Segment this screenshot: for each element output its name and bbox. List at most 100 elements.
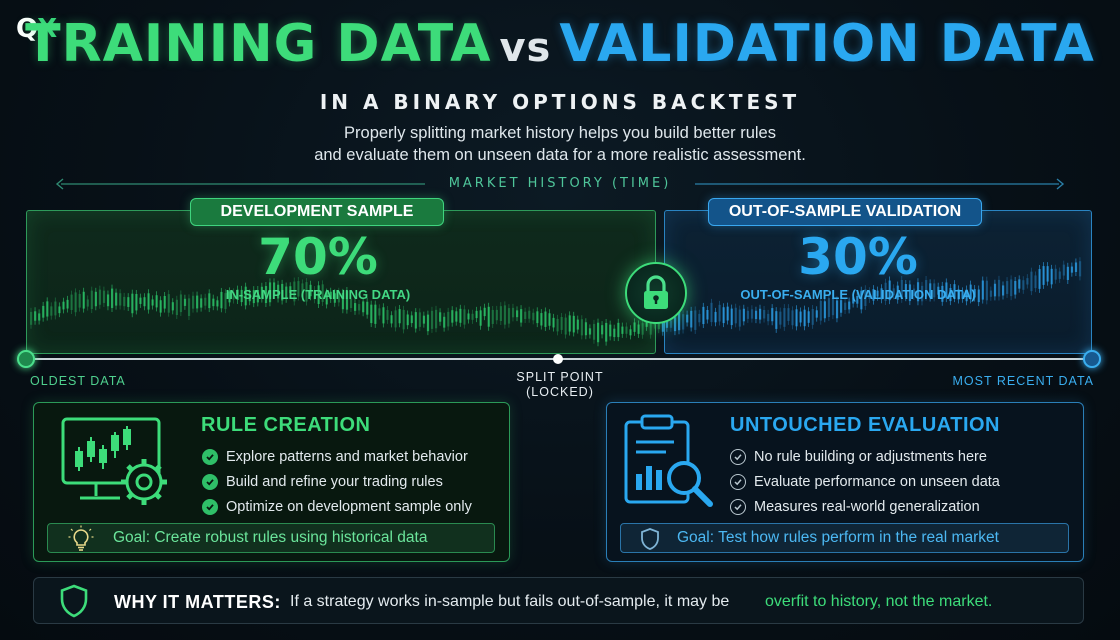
list-item: Build and refine your trading rules [202, 469, 472, 494]
candle-body [904, 284, 907, 298]
candle-body [520, 309, 523, 323]
candle-body [439, 312, 442, 322]
candle-body [560, 316, 563, 330]
candle-body [260, 286, 264, 299]
candle-body [98, 289, 102, 305]
candle-body [479, 310, 482, 326]
candle-body [572, 315, 575, 333]
candle-body [483, 307, 486, 317]
candle-body [892, 288, 895, 296]
out-of-sample-pill: OUT-OF-SAMPLE VALIDATION [708, 198, 982, 226]
in-sample-label: IN-SAMPLE (TRAINING DATA) [225, 287, 411, 302]
candle-body [123, 296, 126, 307]
candle-body [426, 314, 430, 332]
candle-body [957, 289, 960, 300]
candle-body [973, 289, 976, 298]
candle-body [767, 313, 770, 322]
candle-body [592, 323, 596, 340]
candle-body [993, 283, 997, 297]
candle-body [459, 308, 462, 323]
candle-body [70, 294, 73, 311]
candle-body [58, 306, 61, 314]
candle-body [305, 282, 308, 302]
candle-body [277, 284, 280, 299]
candle-body [378, 308, 381, 316]
candle-body [787, 308, 790, 321]
candle-body [390, 315, 393, 324]
candle-body [738, 309, 741, 327]
intro-text: Properly splitting market history helps … [260, 122, 860, 166]
title-vs: vs [499, 25, 552, 71]
check-icon [730, 448, 746, 465]
candle-body [819, 300, 822, 321]
split-point-dot [553, 354, 563, 364]
candle-body [507, 308, 511, 324]
candle-body [949, 288, 952, 302]
candle-body [799, 311, 802, 323]
candle-body [224, 293, 227, 310]
check-icon [202, 473, 218, 490]
candle-body [941, 285, 944, 302]
candle-body [645, 318, 648, 327]
candle-body [467, 313, 470, 320]
market-history-arrow [55, 178, 1065, 190]
check-icon [202, 448, 218, 465]
candle-body [366, 301, 369, 315]
candle-body [564, 317, 567, 335]
candle-body [406, 314, 409, 326]
rule-creation-list: Explore patterns and market behavior Bui… [202, 444, 472, 519]
candle-body [1078, 261, 1082, 277]
untouched-evaluation-goal: Goal: Test how rules perform in the real… [620, 523, 1069, 553]
development-sample-pill: DEVELOPMENT SAMPLE [190, 198, 444, 226]
candle-body [989, 290, 993, 297]
candle-body [896, 285, 899, 300]
candle-body [151, 299, 154, 306]
candle-body [511, 307, 515, 318]
candle-body [532, 312, 535, 321]
candle-body [945, 282, 948, 299]
candle-body [682, 314, 685, 330]
list-item: Explore patterns and market behavior [202, 444, 472, 469]
list-item: No rule building or adjustments here [730, 444, 1000, 469]
candle-body [568, 315, 571, 332]
candle-body [159, 300, 162, 313]
candle-body [961, 291, 964, 299]
candle-body [673, 317, 677, 332]
untouched-evaluation-list: No rule building or adjustments here Eva… [730, 444, 1000, 519]
candle-body [831, 297, 835, 316]
candle-body [228, 291, 231, 303]
candle-body [102, 290, 106, 303]
candle-body [273, 282, 276, 295]
candle-body [730, 308, 733, 326]
candle-body [710, 302, 713, 323]
candle-body [823, 301, 826, 319]
candle-body [435, 309, 438, 329]
candle-body [281, 283, 284, 301]
candle-body [66, 299, 69, 309]
candle-body [835, 300, 839, 319]
check-icon [730, 473, 746, 490]
candle-body [848, 301, 851, 310]
candle-body [321, 284, 324, 302]
candle-body [268, 282, 272, 303]
candle-body [475, 310, 478, 319]
market-history-label: MARKET HISTORY (TIME) [448, 176, 672, 191]
bullet-text: Measures real-world generalization [754, 498, 980, 515]
candle-body [183, 298, 187, 306]
candle-body [726, 306, 729, 321]
candle-body [74, 292, 77, 313]
candle-body [637, 324, 640, 334]
candle-body [471, 313, 474, 320]
candle-body [605, 322, 608, 342]
logo-x: X [37, 14, 57, 44]
why-it-matters-bar [33, 577, 1084, 624]
candle-body [1042, 266, 1045, 285]
candle-body [746, 310, 750, 319]
candle-body [1058, 271, 1061, 279]
most-recent-data-label: MOST RECENT DATA [952, 374, 1094, 388]
candle-body [155, 295, 158, 308]
candle-body [528, 310, 531, 319]
validation-panel [664, 210, 1092, 354]
why-it-matters-text: If a strategy works in-sample but fails … [290, 593, 730, 610]
candle-body [394, 310, 397, 328]
